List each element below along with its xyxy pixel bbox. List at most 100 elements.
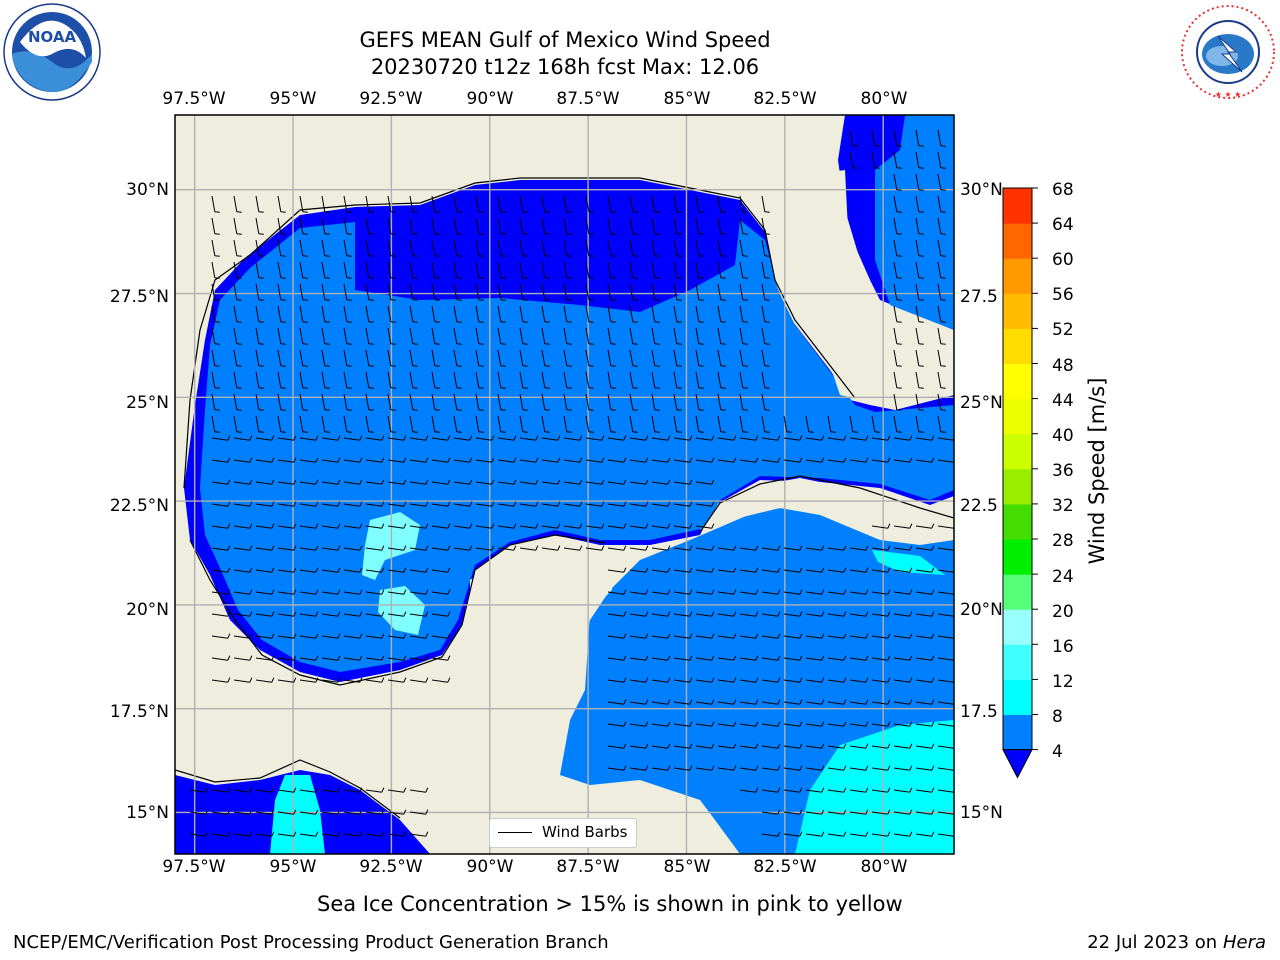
- wind-barb: [805, 611, 825, 617]
- wind-barb: [673, 479, 693, 485]
- wind-barb: [761, 809, 781, 815]
- wind-barb: [717, 415, 726, 433]
- wind-barb: [365, 611, 385, 617]
- wind-barb: [849, 589, 869, 595]
- wind-barb: [277, 633, 297, 639]
- wind-barb: [497, 371, 506, 389]
- wind-barb: [937, 701, 954, 705]
- wind-barb: [387, 787, 407, 793]
- wind-barb: [871, 457, 891, 463]
- wind-barb: [365, 415, 374, 433]
- wind-barb: [651, 435, 671, 441]
- wind-barb: [717, 545, 737, 551]
- wind-barb: [783, 699, 803, 705]
- wind-barb: [211, 831, 231, 837]
- wind-barb: [673, 545, 693, 551]
- wind-barb: [541, 327, 550, 345]
- wind-barb: [431, 677, 451, 683]
- wind-barb: [453, 545, 473, 551]
- wind-barb: [871, 589, 891, 595]
- wind-barb: [431, 523, 451, 529]
- wind-barb: [893, 655, 913, 661]
- wind-barb: [541, 305, 550, 323]
- wind-barb: [255, 523, 275, 529]
- wind-barb: [409, 415, 418, 433]
- wind-barb: [849, 699, 869, 705]
- wind-barb: [365, 305, 374, 323]
- wind-barb: [915, 611, 935, 617]
- wind-barb: [739, 239, 748, 257]
- wind-barb: [717, 435, 737, 441]
- wind-barb: [497, 239, 506, 257]
- wind-barb: [343, 787, 363, 793]
- legend-line-sample: [498, 832, 532, 833]
- wind-barb: [365, 371, 374, 389]
- wind-barb: [409, 501, 429, 507]
- wind-barb: [365, 239, 374, 257]
- wind-barb: [255, 787, 275, 793]
- wind-barb: [255, 809, 275, 815]
- wind-barb: [805, 677, 825, 683]
- wind-barb: [651, 457, 671, 463]
- wind-barb: [783, 655, 803, 661]
- wind-barb: [717, 589, 737, 595]
- wind-barb: [805, 633, 825, 639]
- wind-barb: [937, 635, 954, 639]
- wind-barb: [277, 523, 297, 529]
- colorbar-tick: 24: [1052, 567, 1074, 587]
- wind-barb: [651, 501, 671, 507]
- wind-barb: [717, 195, 726, 213]
- wind-barb: [585, 545, 605, 551]
- right-lat-tick: 30°N: [960, 180, 1003, 200]
- wind-barb: [783, 743, 803, 749]
- wind-barb: [717, 655, 737, 661]
- wind-barb: [915, 173, 924, 191]
- top-lon-tick: 92.5°W: [359, 89, 423, 109]
- pacific-cyan: [270, 775, 325, 854]
- wind-barb: [695, 457, 715, 463]
- wind-barb: [651, 261, 660, 279]
- wind-barb: [365, 261, 374, 279]
- wind-barb: [299, 545, 319, 551]
- wind-barb: [387, 809, 407, 815]
- wind-barb: [893, 831, 913, 837]
- wind-barb: [607, 567, 627, 573]
- wind-barb: [893, 699, 913, 705]
- wind-barb: [255, 415, 264, 433]
- wind-barb: [453, 239, 462, 257]
- wind-barb: [761, 633, 781, 639]
- wind-barb: [343, 435, 363, 441]
- wind-barb: [629, 765, 649, 771]
- colorbar-tick: 60: [1052, 250, 1074, 270]
- wind-barb: [321, 195, 330, 213]
- wind-barb: [761, 371, 770, 389]
- wind-barb: [475, 393, 484, 411]
- wind-barb: [409, 567, 429, 573]
- wind-barb: [321, 479, 341, 485]
- wind-barb: [849, 721, 869, 727]
- wind-barb: [299, 415, 308, 433]
- wind-barb: [849, 743, 869, 749]
- wind-barb: [937, 547, 954, 551]
- wind-barb: [409, 457, 429, 463]
- wind-barb: [915, 151, 924, 169]
- wind-barb: [783, 611, 803, 617]
- wind-barb: [629, 305, 638, 323]
- wind-barb: [211, 305, 220, 323]
- wind-barb: [387, 305, 396, 323]
- wind-barb: [629, 699, 649, 705]
- wind-barb: [629, 239, 638, 257]
- wind-barb: [585, 393, 594, 411]
- wind-barb: [343, 457, 363, 463]
- atlantic-ocean-lighter: [875, 115, 954, 330]
- wind-barb: [365, 831, 385, 837]
- wind-barb: [915, 435, 935, 441]
- wind-barb: [893, 239, 902, 257]
- wind-barb: [365, 567, 385, 573]
- wind-barb: [387, 633, 407, 639]
- wind-barb: [497, 283, 506, 301]
- wind-barb: [519, 479, 539, 485]
- wind-barb: [321, 677, 341, 683]
- wind-barb: [299, 831, 319, 837]
- wind-barb: [211, 195, 220, 213]
